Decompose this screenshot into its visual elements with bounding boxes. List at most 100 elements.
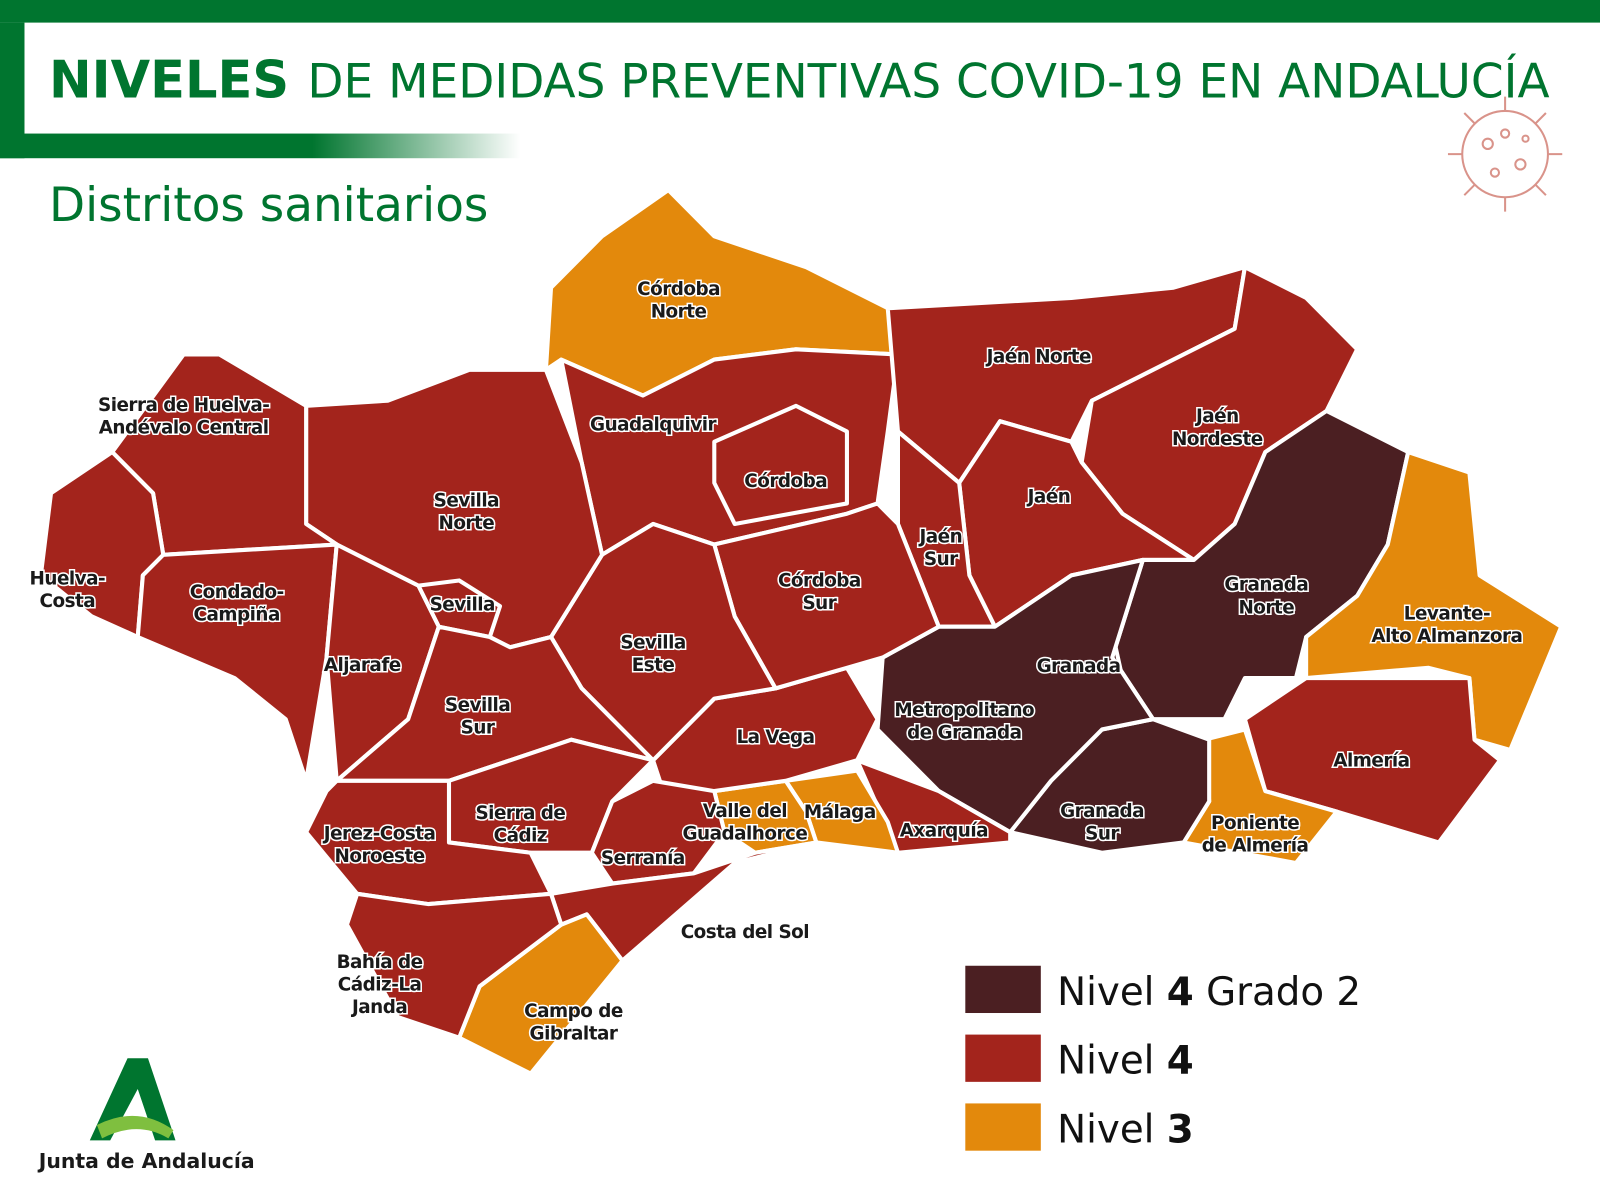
district-area bbox=[712, 403, 849, 527]
district-label-line: Valle del bbox=[703, 801, 787, 822]
district-label: Sevilla bbox=[430, 594, 495, 615]
district-label-line: Andévalo Central bbox=[99, 418, 269, 439]
district-label: Levante-Alto Almanzora bbox=[1371, 603, 1522, 647]
district-label-line: Norte bbox=[438, 513, 494, 534]
legend-swatch bbox=[965, 965, 1041, 1014]
district-label-line: de Almería bbox=[1202, 836, 1309, 857]
district-label-line: Campo de bbox=[524, 1001, 623, 1022]
district-label-line: Nordeste bbox=[1172, 429, 1263, 450]
district-label: Bahía de Cádiz-La Janda bbox=[337, 952, 423, 1018]
district-label-line: Condado- bbox=[190, 582, 284, 603]
district-label-line: Jaén bbox=[1026, 486, 1071, 507]
district-label-line: Costa bbox=[40, 591, 96, 612]
district-label: Campo de Gibraltar bbox=[524, 1001, 623, 1045]
district-area bbox=[344, 891, 564, 1040]
district-label-line: Axarquía bbox=[900, 820, 988, 841]
district-area bbox=[304, 778, 554, 907]
district-label-line: Aljarafe bbox=[324, 655, 401, 676]
legend-label-part: Grado 2 bbox=[1194, 970, 1361, 1015]
district-label: Granada Sur bbox=[1060, 801, 1144, 845]
district-label-line: Cádiz bbox=[494, 825, 547, 846]
district-label-line: Sur bbox=[802, 593, 837, 614]
district-label: Axarquía bbox=[900, 820, 988, 841]
district-label: Granada bbox=[1037, 656, 1121, 677]
district-label-line: Noroeste bbox=[335, 846, 425, 867]
district-label: Jaén Nordeste bbox=[1172, 406, 1263, 450]
district-label-line: La Vega bbox=[736, 727, 814, 748]
legend-label-part: 4 bbox=[1167, 970, 1194, 1015]
legend-label: Nivel 4 Grado 2 bbox=[1057, 970, 1361, 1015]
district-label: Jaén bbox=[1026, 486, 1071, 507]
district-label-line: Metropolitano bbox=[894, 700, 1034, 721]
district-label: Huelva-Costa bbox=[30, 569, 106, 613]
legend-label-part: 4 bbox=[1167, 1039, 1194, 1084]
district-label: Condado-Campiña bbox=[190, 582, 284, 626]
subtitle: Distritos sanitarios bbox=[49, 178, 488, 233]
district-label: Sierra de Huelva-Andévalo Central bbox=[98, 395, 269, 439]
bottom-bar bbox=[0, 133, 521, 159]
district-label: Sevilla Norte bbox=[434, 490, 499, 534]
district-label: Aljarafe bbox=[324, 655, 401, 676]
legend-label-part: Nivel bbox=[1057, 970, 1167, 1015]
district-label: Córdoba bbox=[744, 471, 827, 492]
title-bold: NIVELES bbox=[49, 50, 289, 110]
district-label-line: Sevilla bbox=[620, 632, 685, 653]
legend-swatch bbox=[965, 1103, 1041, 1151]
district-label: Almería bbox=[1333, 750, 1409, 771]
virus-icon bbox=[1447, 96, 1563, 212]
district-label-line: Sur bbox=[924, 549, 959, 570]
title-rest: DE MEDIDAS PREVENTIVAS COVID-19 EN ANDAL… bbox=[307, 54, 1549, 109]
district-label-line: Janda bbox=[350, 997, 407, 1018]
district-label: Jerez-Costa Noroeste bbox=[322, 823, 436, 867]
district-label-line: Córdoba bbox=[778, 571, 861, 592]
title: NIVELES DE MEDIDAS PREVENTIVAS COVID-19 E… bbox=[49, 50, 1550, 110]
district-label-line: Bahía de bbox=[337, 952, 423, 973]
legend-label-part: Nivel bbox=[1057, 1039, 1167, 1084]
district-labels: Córdoba Norte Guadalquivir Córdoba Jaén Nort… bbox=[28, 277, 1524, 1046]
district-label-line: Guadalhorce bbox=[682, 823, 807, 844]
district-label: Serranía bbox=[601, 848, 685, 869]
district-label-line: Gibraltar bbox=[530, 1024, 619, 1045]
district-label-line: de Granada bbox=[907, 723, 1021, 744]
districts bbox=[38, 188, 1564, 1076]
district-label-line: Córdoba bbox=[744, 471, 827, 492]
district-label: Málaga bbox=[804, 802, 876, 823]
district-label: Sevilla Sur bbox=[445, 695, 510, 739]
district-label-line: Alto Almanzora bbox=[1371, 626, 1522, 647]
district-label: Sierra de Cádiz bbox=[475, 803, 565, 847]
district-label-line: Granada bbox=[1037, 656, 1121, 677]
district-label-line: Este bbox=[632, 655, 675, 676]
district-label-line: Serranía bbox=[601, 848, 685, 869]
district-label: Córdoba Sur bbox=[778, 571, 861, 615]
legend-label-part: 3 bbox=[1167, 1107, 1194, 1152]
district-label-line: Sevilla bbox=[445, 695, 510, 716]
district-label: Granada Norte bbox=[1224, 575, 1308, 619]
district-label-line: Huelva- bbox=[30, 569, 106, 590]
district-label: La Vega bbox=[736, 727, 814, 748]
district-label: Sevilla Este bbox=[620, 632, 685, 676]
district-label: Jaén Sur bbox=[917, 526, 962, 570]
district-label-line: Málaga bbox=[804, 802, 876, 823]
district-label-line: Sierra de bbox=[475, 803, 565, 824]
district-label-line: Levante- bbox=[1404, 603, 1490, 624]
district-label-line: Poniente bbox=[1211, 813, 1299, 834]
legend-label: Nivel 4 bbox=[1057, 1039, 1194, 1084]
district-label-line: Sur bbox=[1085, 823, 1120, 844]
district-label-line: Guadalquivir bbox=[590, 414, 717, 435]
district-label-line: Córdoba bbox=[637, 279, 720, 300]
district-label-line: Granada bbox=[1060, 801, 1144, 822]
district-label: Metropolitano de Granada bbox=[894, 700, 1034, 744]
district-label-line: Almería bbox=[1333, 750, 1409, 771]
district-area bbox=[135, 542, 339, 783]
top-bar bbox=[0, 0, 1600, 23]
district-label: Jaén Norte bbox=[985, 347, 1091, 368]
district-label-line: Sierra de Huelva- bbox=[98, 395, 269, 416]
district-label: Poniente de Almería bbox=[1202, 813, 1309, 857]
district-label-line: Costa del Sol bbox=[681, 922, 809, 943]
district-label-line: Jaén bbox=[917, 526, 962, 547]
district-label-line: Granada bbox=[1224, 575, 1308, 596]
district-label-line: Jerez-Costa bbox=[322, 823, 436, 844]
